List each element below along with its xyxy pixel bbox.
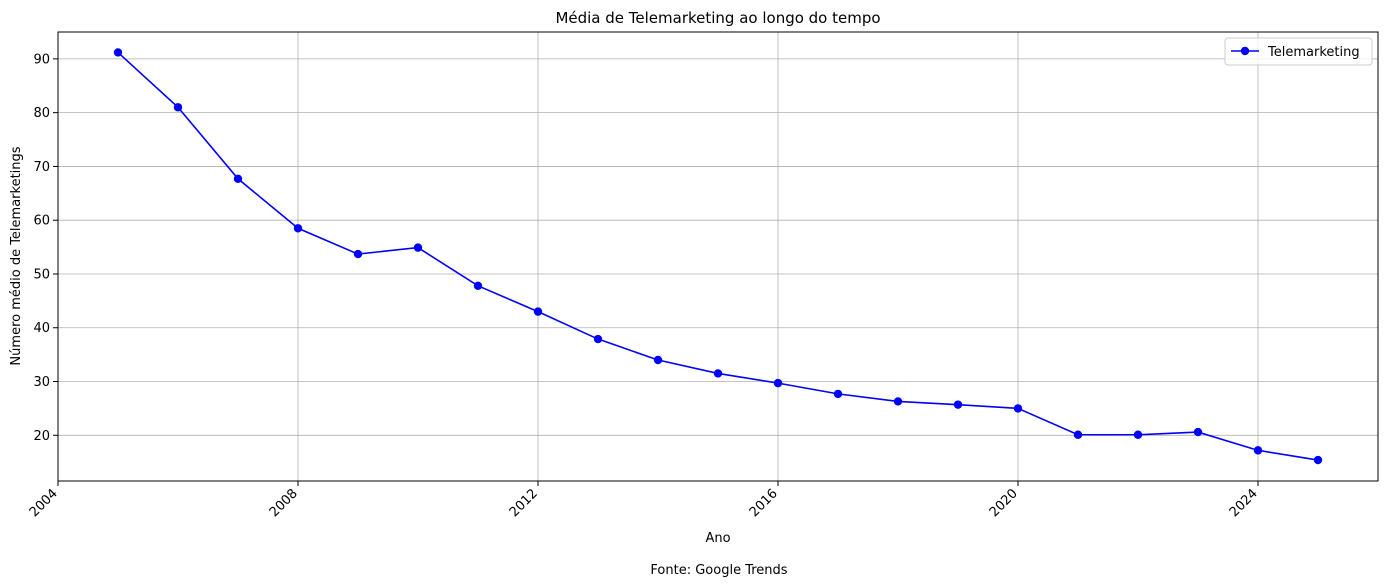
legend-label-telemarketing: Telemarketing	[1267, 45, 1360, 60]
data-point	[773, 378, 783, 388]
data-point	[653, 355, 663, 365]
data-point	[1073, 430, 1083, 439]
data-point	[1313, 455, 1323, 465]
data-point	[953, 400, 963, 409]
y-tick-label: 60	[33, 214, 50, 229]
x-axis-label: Ano	[705, 531, 730, 546]
y-axis-ticks: 20 30 40 50 60 70 80 90	[33, 52, 58, 444]
data-point	[1253, 446, 1263, 455]
y-tick-label: 80	[33, 106, 50, 121]
legend: Telemarketing	[1224, 37, 1373, 66]
y-tick-label: 90	[33, 52, 50, 67]
data-point	[473, 281, 483, 291]
data-point	[1193, 427, 1203, 437]
source-caption: Fonte: Google Trends	[650, 563, 787, 578]
data-point	[1133, 430, 1143, 439]
y-tick-label: 20	[33, 429, 50, 444]
data-point	[233, 174, 243, 183]
y-tick-label: 50	[33, 267, 50, 282]
data-point	[353, 249, 363, 259]
legend-box	[1224, 37, 1373, 66]
data-point	[533, 307, 543, 316]
y-axis-label: Número médio de Telemarketings	[9, 146, 24, 365]
data-point	[413, 243, 423, 252]
data-point	[173, 103, 183, 112]
data-point	[593, 334, 603, 344]
grid	[57, 32, 1378, 481]
data-point	[833, 389, 843, 399]
data-point	[713, 369, 723, 378]
series-markers	[113, 48, 1323, 465]
data-point	[1013, 404, 1023, 413]
data-point	[893, 397, 903, 406]
legend-marker	[1240, 46, 1250, 56]
y-tick-label: 70	[33, 160, 50, 175]
y-tick-label: 40	[33, 321, 50, 336]
chart-title: Média de Telemarketing ao longo do tempo	[555, 9, 880, 27]
y-tick-label: 30	[33, 375, 50, 390]
plot-frame	[57, 31, 1379, 482]
data-point	[293, 224, 303, 233]
data-point	[113, 48, 123, 57]
